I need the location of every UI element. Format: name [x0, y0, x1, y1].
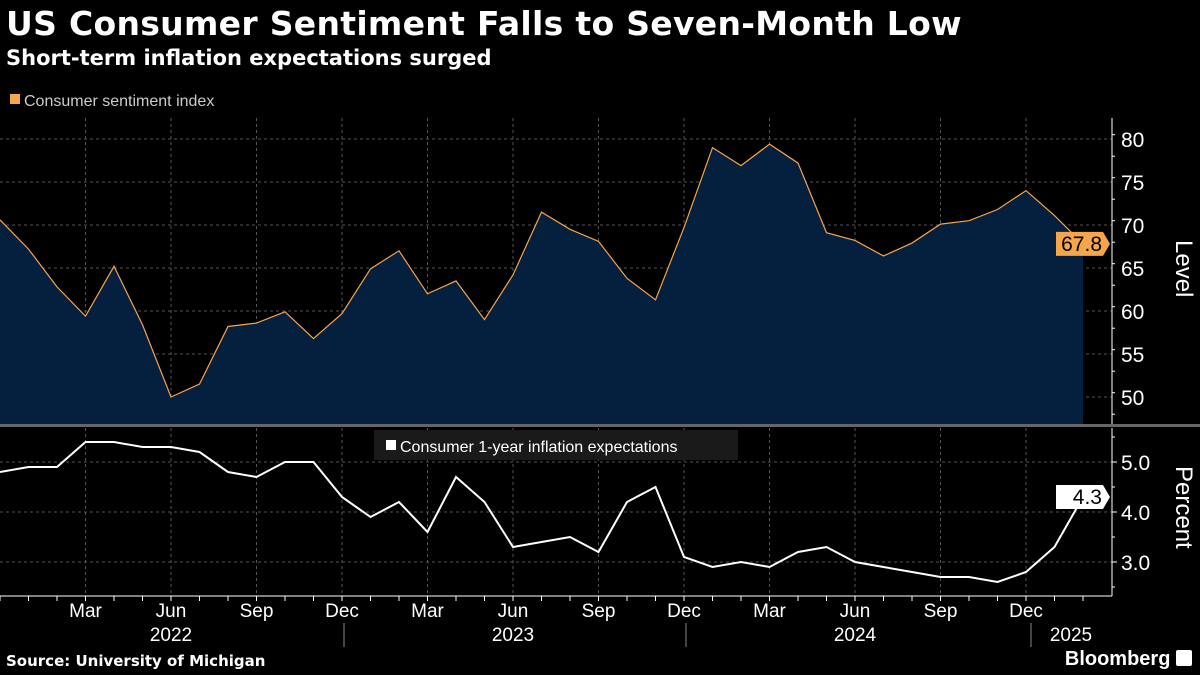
last-value-badge	[1056, 231, 1110, 256]
y-tick-label: 3.0	[1121, 552, 1150, 575]
x-tick-label: Jun	[840, 601, 871, 622]
x-tick-label: Jun	[156, 601, 187, 622]
legend-box	[374, 430, 738, 460]
y-tick-label: 55	[1121, 344, 1144, 367]
x-tick-label: Jun	[498, 601, 529, 622]
y-tick-label: 65	[1121, 258, 1144, 281]
legend-label: Consumer 1-year inflation expectations	[400, 439, 677, 456]
x-tick-label: Sep	[240, 601, 274, 622]
x-tick-label: Sep	[924, 601, 958, 622]
x-tick-label: Mar	[69, 601, 102, 622]
x-tick-label: Dec	[667, 601, 701, 622]
legend-swatch	[386, 440, 396, 450]
last-value-label: 67.8	[1061, 233, 1102, 256]
bloomberg-logo: Bloomberg	[1065, 648, 1192, 671]
source-note: Source: University of Michigan	[6, 652, 266, 670]
x-year-label: 2025	[1050, 625, 1092, 646]
panel-divider	[0, 424, 1200, 427]
x-year-label: 2023	[492, 625, 534, 646]
y-tick-label: 70	[1121, 215, 1144, 238]
y-axis-title-upper: Level	[1170, 240, 1197, 297]
y-axis-title-lower: Percent	[1170, 466, 1197, 549]
x-tick-label: Mar	[753, 601, 786, 622]
legend-label: Consumer sentiment index	[24, 93, 214, 110]
y-tick-label: 50	[1121, 387, 1144, 410]
x-tick-label: Sep	[582, 601, 616, 622]
x-year-label: 2022	[150, 625, 192, 646]
y-tick-label: 80	[1121, 129, 1144, 152]
y-tick-label: 75	[1121, 172, 1144, 195]
last-value-label: 4.3	[1073, 486, 1102, 509]
x-tick-label: Dec	[325, 601, 359, 622]
chart-subtitle: Short-term inflation expectations surged	[6, 46, 492, 70]
x-tick-label: Dec	[1009, 601, 1043, 622]
y-tick-label: 5.0	[1121, 452, 1150, 475]
sentiment-area	[0, 144, 1083, 424]
bloomberg-chart-icon	[1176, 650, 1192, 666]
legend-swatch	[10, 94, 20, 104]
x-tick-label: Mar	[411, 601, 444, 622]
last-value-badge	[1056, 485, 1110, 509]
y-tick-label: 4.0	[1121, 502, 1150, 525]
chart-title: US Consumer Sentiment Falls to Seven-Mon…	[6, 4, 962, 43]
brand-text: Bloomberg	[1064, 648, 1171, 670]
y-tick-label: 60	[1121, 301, 1144, 324]
x-year-label: 2024	[834, 625, 877, 646]
